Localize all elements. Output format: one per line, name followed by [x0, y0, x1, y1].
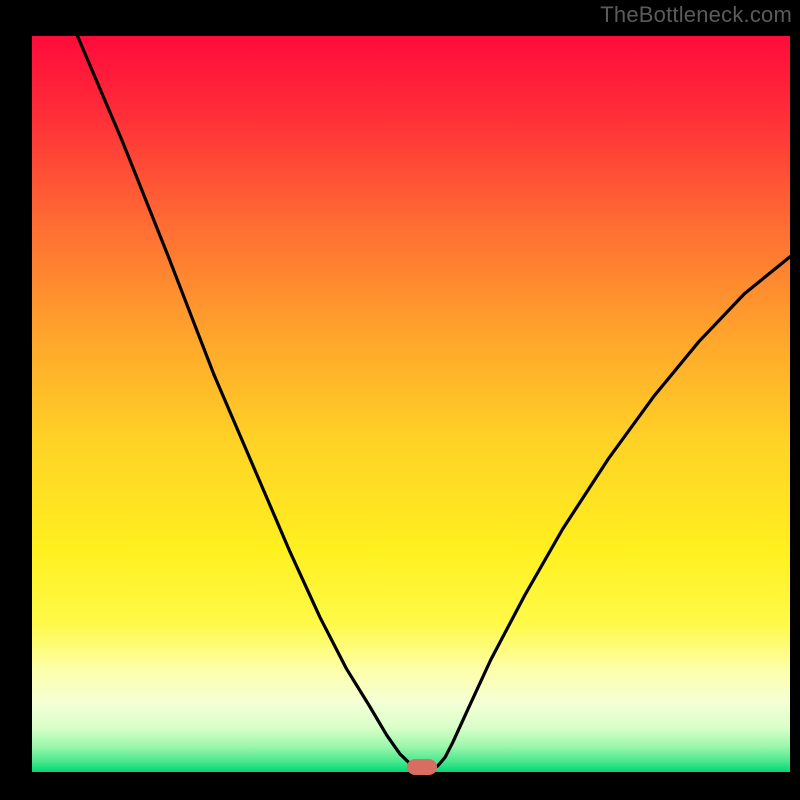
watermark-text: TheBottleneck.com: [600, 2, 792, 28]
plot-area: [32, 36, 790, 772]
chart-frame: TheBottleneck.com: [0, 0, 800, 800]
optimal-point-marker: [407, 759, 437, 775]
bottleneck-curve: [32, 36, 790, 772]
